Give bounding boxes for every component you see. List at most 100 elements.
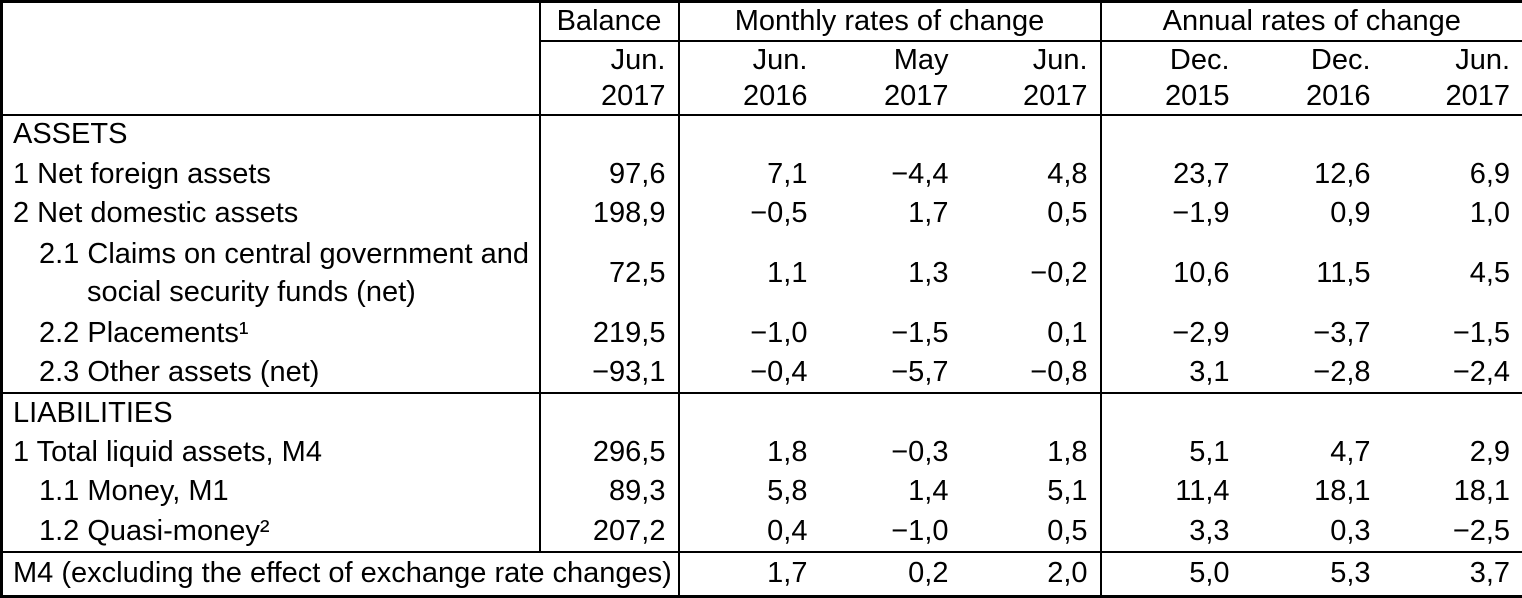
period-header-balance: Jun. 2017 [539, 40, 680, 116]
annual-rate-value: −3,7 [1313, 316, 1371, 349]
monthly-rate-value: 1,7 [678, 550, 820, 597]
period-month: May [893, 43, 949, 76]
row-label: 1.2 Quasi-money² [1, 511, 541, 552]
table-row-liabilities-section: LIABILITIES [1, 391, 1522, 433]
monthly-rate-value: 4,8 [960, 154, 1102, 194]
monthly-rate-value: −5,7 [891, 355, 949, 388]
annual-rate-value: 5,1 [1189, 435, 1230, 468]
monthly-rate-value: −1,0 [750, 316, 808, 349]
annual-rate-value: −2,9 [1172, 316, 1230, 349]
balance-value: 72,5 [539, 233, 680, 314]
annual-rate-value: 3,7 [1382, 550, 1522, 597]
annual-rate-value [1382, 391, 1522, 433]
monthly-rate-value: −4,4 [891, 157, 949, 190]
table-row-assets-section: ASSETS [1, 114, 1522, 155]
period-year: 2016 [1306, 79, 1371, 112]
balance-value: 219,5 [539, 313, 680, 353]
monthly-rate-value: 1,4 [908, 475, 949, 508]
annual-rate-value: 11,4 [1175, 475, 1230, 508]
monthly-rate-value [960, 391, 1102, 433]
monthly-rate-value [819, 391, 961, 433]
monthly-rate-value [960, 114, 1102, 155]
monthly-rate-value: −0,2 [960, 233, 1102, 314]
table-row-m4-excluding-exchange-rate: M4 (excluding the effect of exchange rat… [1, 550, 1522, 597]
annual-rate-value: 10,6 [1173, 256, 1230, 289]
annual-rate-value [1242, 115, 1383, 155]
period-month: Dec. [1169, 43, 1230, 76]
footer-row-label: M4 (excluding the effect of exchange rat… [1, 550, 680, 597]
annual-rate-value: −2,5 [1452, 514, 1511, 547]
balance-value: 198,9 [539, 193, 680, 234]
table-row-money-m1: 1.1 Money, M1 89,3 5,8 1,4 5,1 11,4 18,1… [1, 472, 1522, 512]
balance-value: 296,5 [539, 432, 680, 473]
period-header-monthly-1: Jun. 2016 [678, 40, 820, 116]
annual-rate-value: −2,8 [1313, 355, 1371, 388]
monthly-rate-value: −1,5 [891, 316, 949, 349]
period-year: 2017 [1023, 79, 1088, 112]
corner-cell [1, 1, 541, 116]
monthly-rate-value: 0,5 [960, 193, 1102, 234]
monthly-rate-value: 1,3 [908, 256, 949, 289]
annual-rates-group-header: Annual rates of change [1100, 1, 1522, 42]
annual-rate-value: 5,0 [1100, 550, 1242, 597]
monthly-rate-value: 1,7 [908, 197, 949, 230]
annual-rate-value: 3,1 [1189, 355, 1230, 388]
period-year: 2017 [600, 79, 666, 112]
annual-rate-value: 23,7 [1173, 157, 1230, 190]
balance-value [539, 391, 680, 433]
annual-rate-value: 0,9 [1330, 197, 1371, 230]
table-row-claims-on-central-government: 2.1 Claims on central government and soc… [1, 233, 1522, 314]
annual-rate-value: 4,5 [1469, 256, 1511, 289]
monthly-rate-value: 7,1 [767, 157, 808, 190]
monthly-rate-value: 1,8 [960, 432, 1102, 473]
balance-value: 97,6 [539, 154, 680, 194]
monthly-rate-value [678, 391, 820, 433]
period-header-row: Jun. 2017 Jun. 2016 May 2017 Jun. 2017 D… [2, 40, 1522, 116]
annual-rate-value: 18,1 [1453, 475, 1511, 508]
period-year: 2015 [1165, 79, 1230, 112]
group-header-row: Balance Monthly rates of change Annual r… [1, 1, 1522, 116]
table-row-quasi-money: 1.2 Quasi-money² 207,2 0,4 −1,0 0,5 3,3 … [1, 511, 1522, 552]
monthly-rate-value: 0,1 [960, 313, 1102, 353]
annual-rate-value: 6,9 [1469, 157, 1511, 190]
annual-rate-value [1383, 115, 1522, 155]
annual-rate-value: −2,4 [1452, 355, 1511, 388]
monthly-rate-value: 0,2 [819, 550, 961, 597]
period-header-annual-2: Dec. 2016 [1241, 40, 1383, 116]
period-month: Jun. [752, 43, 808, 76]
period-header-annual-3: Jun. 2017 [1382, 40, 1522, 116]
table-row-net-domestic-assets: 2 Net domestic assets 198,9 −0,5 1,7 0,5… [1, 193, 1522, 234]
row-label: 1 Total liquid assets, M4 [1, 432, 541, 473]
annual-rate-value: −1,5 [1452, 316, 1511, 349]
row-label: 2.1 Claims on central government and soc… [1, 233, 541, 314]
annual-rate-value: 1,0 [1469, 197, 1511, 230]
table-row-total-liquid-assets-m4: 1 Total liquid assets, M4 296,5 1,8 −0,3… [1, 432, 1522, 473]
annual-rate-value: 4,7 [1330, 435, 1371, 468]
period-month: Jun. [1032, 43, 1088, 76]
table-row-net-foreign-assets: 1 Net foreign assets 97,6 7,1 −4,4 4,8 2… [1, 154, 1522, 194]
monthly-rate-value: 0,4 [767, 514, 808, 547]
period-header-annual-1: Dec. 2015 [1100, 40, 1242, 116]
period-year: 2017 [883, 79, 949, 112]
annual-rate-value: 18,1 [1314, 475, 1371, 508]
annual-rate-value [1101, 115, 1242, 155]
section-label: ASSETS [1, 114, 541, 155]
monthly-rates-group-header: Monthly rates of change [678, 1, 1102, 42]
row-label: 1.1 Money, M1 [1, 472, 541, 512]
period-month: Jun. [610, 43, 666, 76]
monthly-rate-value [679, 115, 820, 155]
table-row-other-assets: 2.3 Other assets (net) −93,1 −0,4 −5,7 −… [1, 352, 1522, 393]
monthly-rate-value: 1,8 [767, 435, 808, 468]
monthly-rate-value: −0,3 [891, 435, 949, 468]
row-label-line-1: 2.1 Claims on central government and [39, 238, 530, 271]
annual-rate-value: 12,6 [1314, 157, 1371, 190]
row-label: 2.2 Placements¹ [1, 313, 541, 353]
monthly-rate-value: 2,0 [960, 550, 1102, 597]
period-month: Dec. [1310, 43, 1371, 76]
monthly-rate-value: −0,4 [750, 355, 808, 388]
section-label: LIABILITIES [1, 391, 541, 433]
monthly-rate-value: −0,8 [960, 352, 1102, 393]
balance-value: −93,1 [539, 352, 680, 393]
annual-rate-value: 0,3 [1330, 514, 1371, 547]
